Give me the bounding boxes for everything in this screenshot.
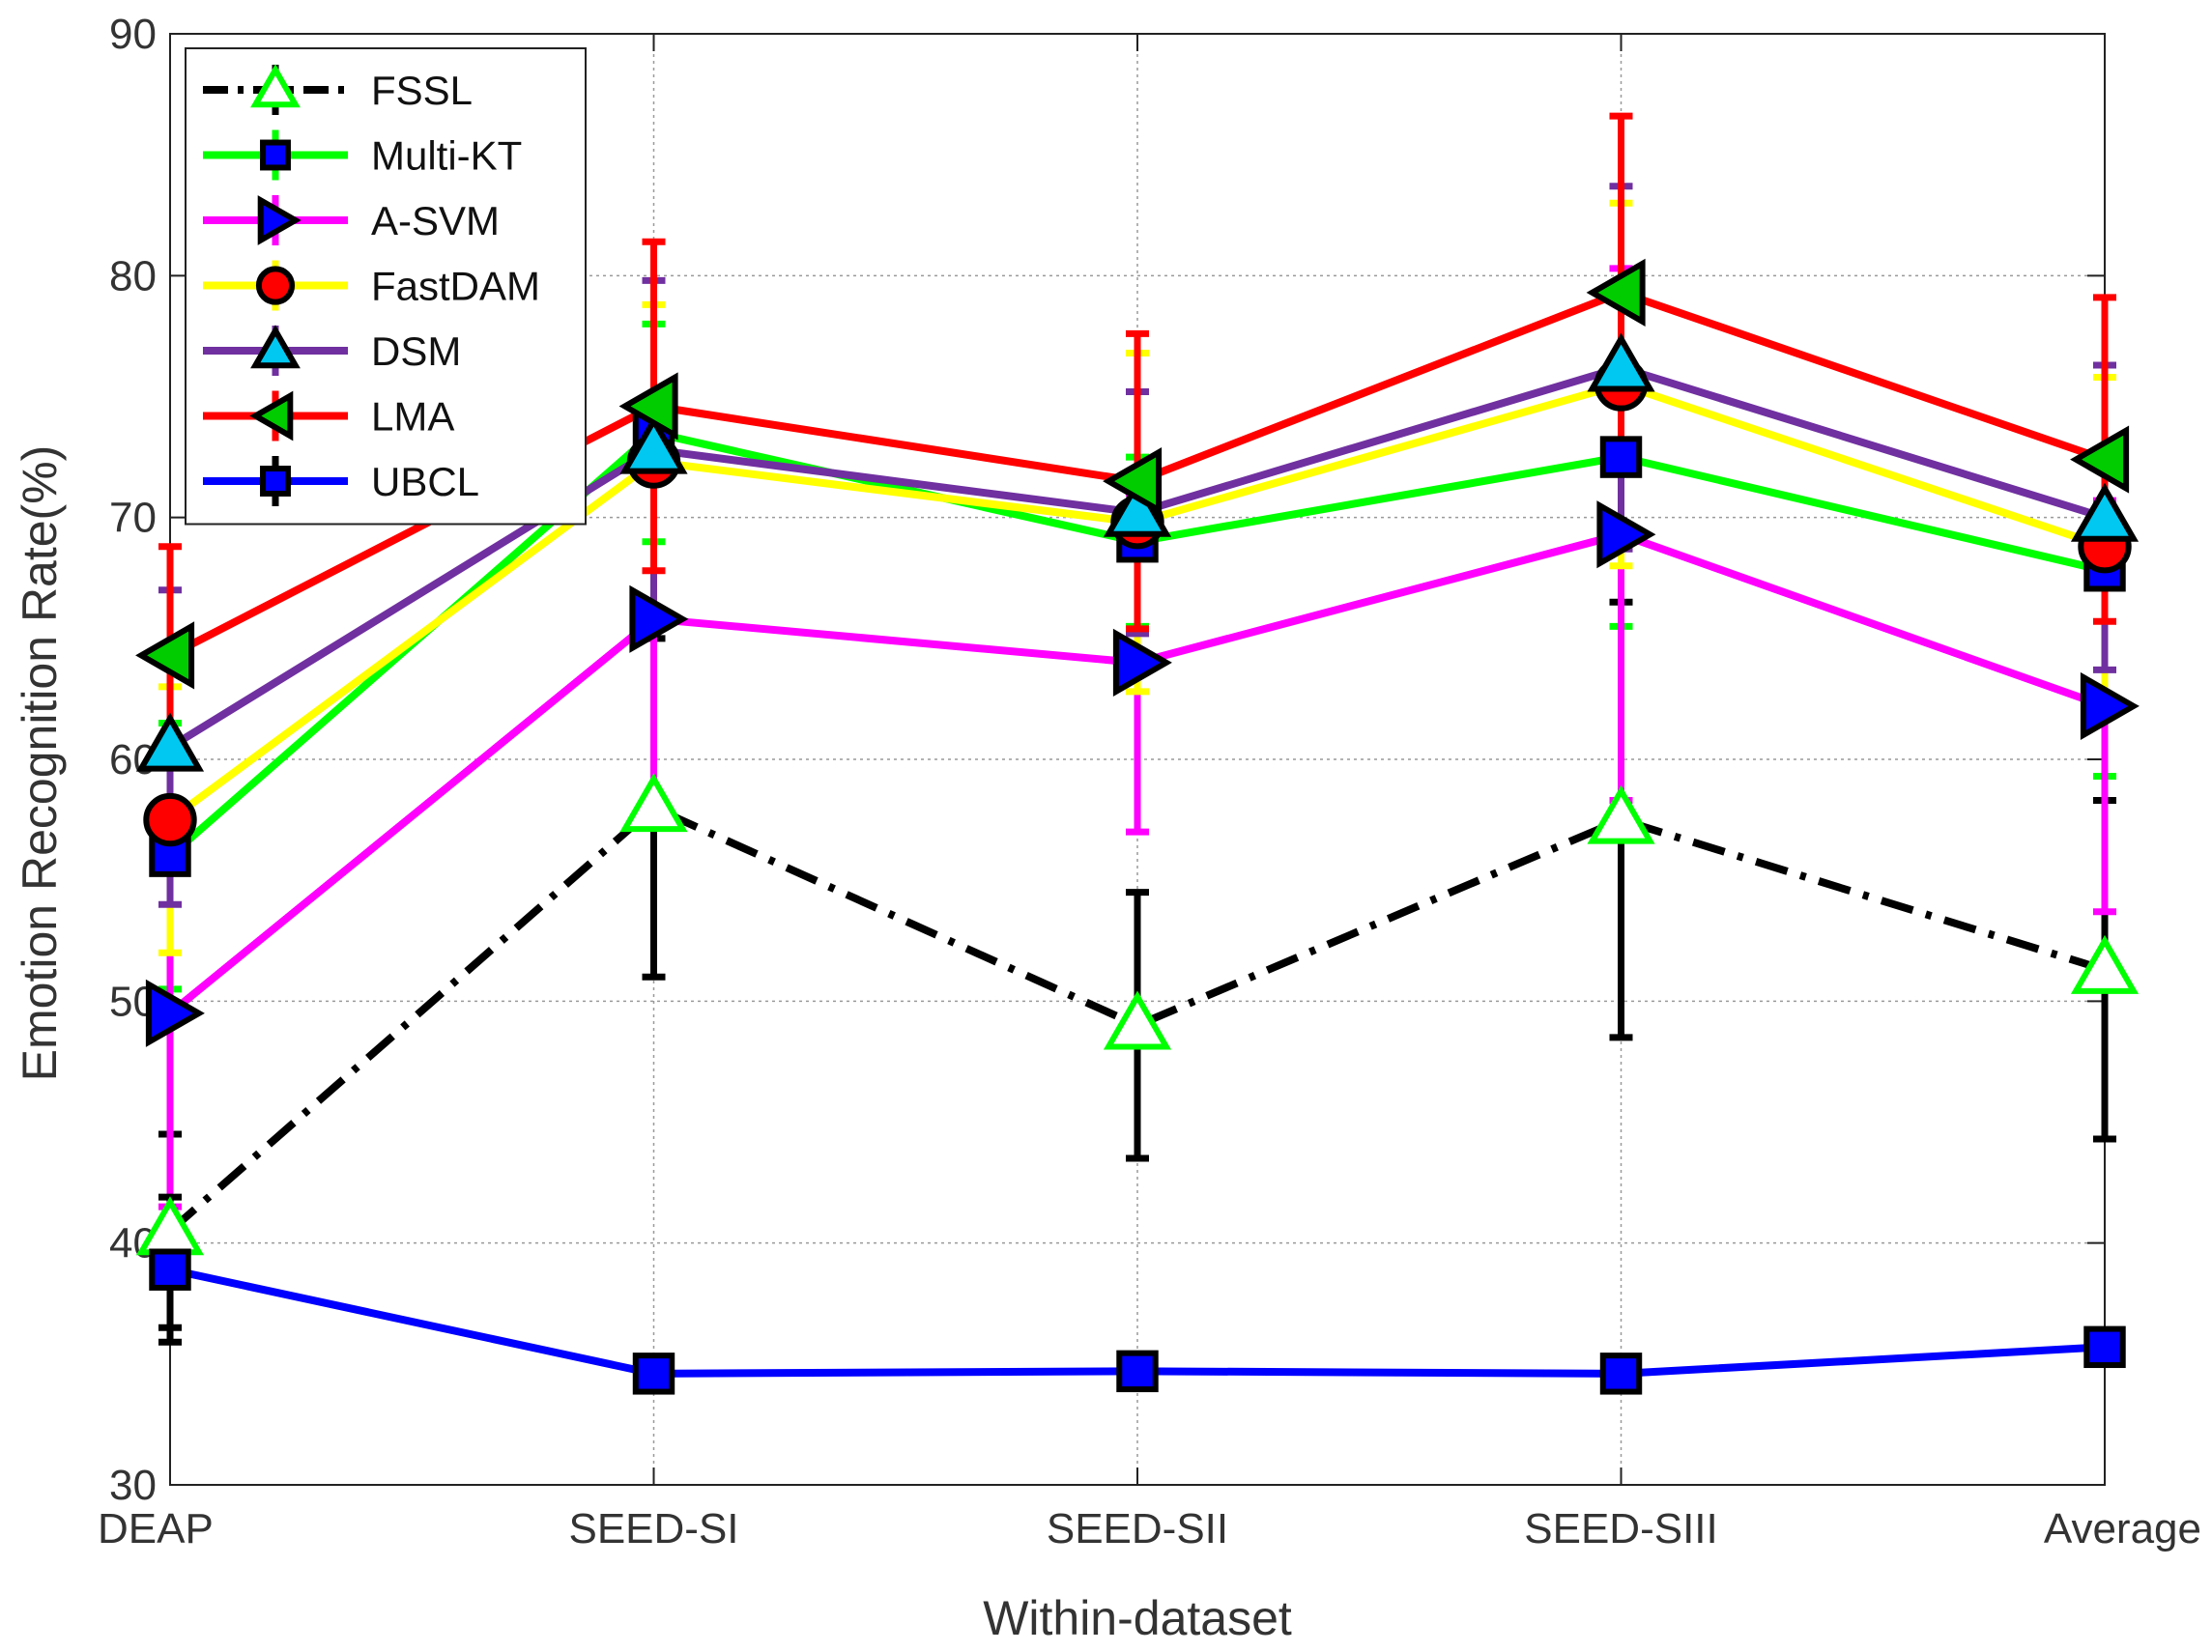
data-point (1103, 447, 1163, 516)
data-point (2070, 934, 2140, 994)
data-point (2080, 671, 2140, 741)
legend-marker (249, 390, 294, 441)
data-point (135, 621, 195, 690)
legend-marker (250, 325, 301, 369)
data-point (143, 792, 197, 847)
x-tick-label: SEED-SII (1047, 1505, 1228, 1552)
legend-label: UBCL (371, 459, 479, 504)
data-point (618, 372, 678, 441)
data-point (145, 979, 205, 1047)
legend-label: FastDAM (371, 264, 540, 309)
legend-marker (257, 195, 302, 245)
series-markers-a-svm (145, 500, 2140, 1047)
x-tick-label: SEED-SIII (1524, 1505, 1718, 1552)
series-markers-lma (135, 258, 2130, 690)
x-axis-title: Within-dataset (983, 1591, 1292, 1645)
data-point (2070, 482, 2140, 542)
series-line (167, 804, 2107, 1235)
x-tick-label: DEAP (98, 1505, 214, 1552)
x-tick-label: Average (2044, 1505, 2201, 1552)
legend-marker (250, 64, 301, 108)
data-point (1599, 1353, 1643, 1395)
legend: FSSL Multi-KT A-SVM FastDAM DSM LMA UBCL (185, 47, 587, 526)
data-point (1587, 332, 1655, 392)
data-point (135, 712, 205, 772)
data-point (1599, 436, 1643, 478)
legend-marker (255, 266, 296, 305)
series-markers-fssl (135, 773, 2140, 1256)
data-point (1586, 258, 1646, 327)
legend-label: FSSL (371, 68, 473, 113)
data-point (632, 1353, 675, 1395)
data-point (149, 1248, 191, 1291)
y-tick-label: 30 (109, 1462, 157, 1509)
y-tick-label: 90 (109, 11, 157, 58)
y-tick-label: 70 (109, 495, 157, 542)
series-markers-ubcl (149, 1248, 2126, 1395)
legend-label: Multi-KT (371, 133, 522, 179)
data-point (2083, 1325, 2126, 1369)
data-point (1112, 628, 1172, 697)
legend-label: DSM (371, 328, 461, 374)
y-tick-label: 80 (109, 252, 157, 299)
data-point (619, 414, 688, 474)
legend-label: LMA (371, 394, 454, 440)
data-point (629, 584, 689, 653)
data-point (1596, 500, 1656, 569)
legend-marker (260, 139, 291, 171)
y-axis-title: Emotion Recognition Rate(%) (13, 445, 67, 1082)
legend-marker (260, 466, 291, 497)
data-point (1103, 990, 1172, 1050)
data-point (619, 773, 688, 833)
data-point (1116, 1350, 1159, 1393)
x-tick-label: SEED-SI (568, 1505, 738, 1552)
data-point (1587, 784, 1655, 844)
series-markers-dsm (135, 332, 2140, 772)
data-point (2070, 425, 2130, 494)
legend-label: A-SVM (371, 198, 500, 243)
